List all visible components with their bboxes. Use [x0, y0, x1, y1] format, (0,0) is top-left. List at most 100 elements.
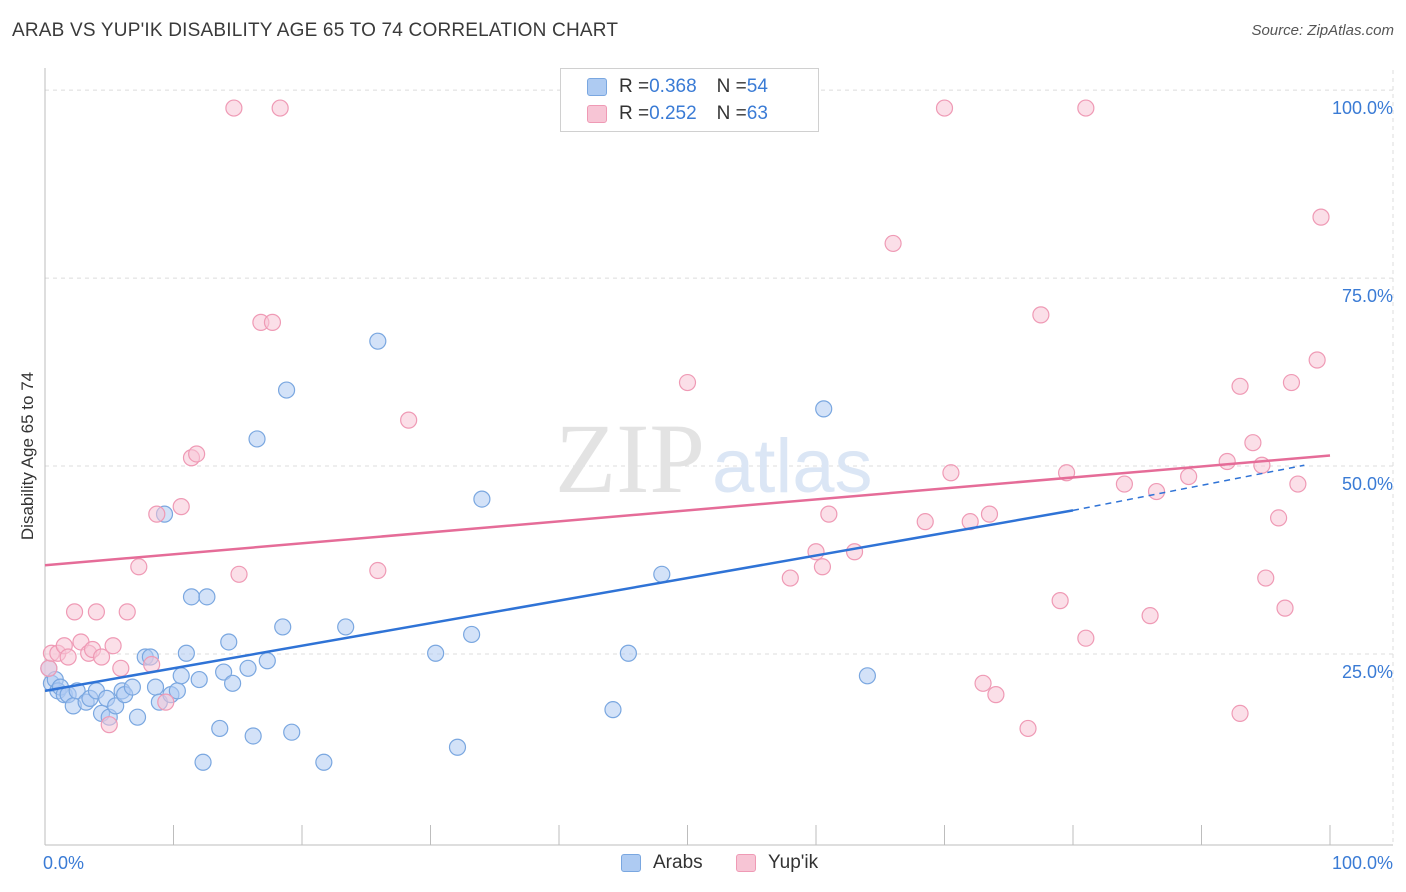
point-yupik	[980, 505, 999, 523]
legend-swatch-yupik	[587, 105, 607, 123]
point-yupik	[987, 686, 1005, 704]
point-arabs	[172, 667, 190, 685]
point-yupik	[400, 411, 418, 429]
point-yupik	[271, 99, 289, 117]
point-yupik	[1077, 99, 1095, 117]
point-yupik	[1115, 475, 1134, 493]
legend-r-label-yupik: R =	[619, 103, 650, 124]
legend-n-label-yupik: N =	[716, 103, 747, 124]
point-yupik	[104, 637, 122, 655]
bottom-legend-swatch-yupik	[736, 854, 756, 872]
point-arabs	[248, 430, 266, 448]
point-arabs	[244, 727, 262, 745]
y-tick-label: 50.0%	[1342, 474, 1393, 494]
point-arabs	[190, 670, 208, 689]
point-yupik	[92, 648, 111, 666]
point-yupik	[59, 648, 77, 666]
bottom-legend-label-arabs: Arabs	[653, 852, 703, 873]
point-yupik	[1019, 719, 1037, 738]
point-arabs	[604, 701, 622, 719]
legend-swatch-arabs	[587, 78, 607, 96]
point-arabs	[619, 644, 637, 662]
grid-layer	[45, 70, 1394, 845]
point-arabs	[239, 659, 257, 677]
y-tick-label: 100.0%	[1332, 98, 1393, 118]
legend-n-label-arabs: N =	[716, 76, 747, 97]
point-arabs	[198, 588, 216, 606]
point-yupik	[1032, 306, 1050, 324]
point-yupik	[1269, 509, 1288, 527]
point-yupik	[1308, 351, 1326, 369]
x-tick-label-max: 100.0%	[1332, 853, 1393, 873]
bottom-legend-swatch-arabs	[621, 854, 641, 872]
point-yupik	[1289, 475, 1307, 493]
legend-r-value-arabs: 0.368	[649, 76, 697, 97]
point-yupik	[935, 99, 954, 117]
bottom-legend-arabs: Arabs	[621, 852, 703, 874]
point-yupik	[1180, 467, 1198, 486]
point-yupik	[369, 561, 387, 580]
point-yupik	[1218, 452, 1236, 471]
point-arabs	[369, 332, 387, 350]
point-yupik	[820, 505, 838, 523]
axis-layer: 25.0% 50.0% 75.0% 100.0% 0.0% 100.0%	[43, 68, 1393, 873]
point-arabs	[858, 667, 877, 685]
point-yupik	[172, 498, 190, 516]
point-arabs	[224, 674, 242, 692]
point-yupik	[130, 558, 148, 576]
point-arabs	[653, 565, 671, 583]
chart-title: ARAB VS YUP'IK DISABILITY AGE 65 TO 74 C…	[12, 20, 619, 41]
point-arabs	[123, 678, 141, 696]
bottom-legend-yupik: Yup'ik	[736, 852, 818, 874]
legend-r-label-arabs: R =	[619, 76, 650, 97]
point-yupik	[942, 464, 960, 482]
trend-layer	[44, 454, 1331, 693]
point-yupik	[845, 543, 864, 561]
point-arabs	[146, 678, 165, 696]
point-arabs	[473, 490, 491, 508]
point-yupik	[148, 505, 166, 523]
point-yupik	[1147, 482, 1166, 501]
point-yupik	[781, 569, 799, 587]
point-yupik	[188, 445, 206, 463]
point-yupik	[1276, 599, 1294, 617]
point-yupik	[1312, 208, 1330, 226]
point-arabs	[128, 708, 147, 726]
point-yupik	[813, 558, 832, 576]
point-arabs	[315, 753, 333, 771]
point-arabs	[274, 618, 292, 636]
legend-n-value-arabs: 54	[746, 76, 768, 97]
x-tick-label-min: 0.0%	[43, 853, 84, 873]
legend-r-value-yupik: 0.252	[649, 103, 697, 124]
trendline-arabs	[44, 509, 1074, 693]
point-yupik	[1282, 373, 1301, 392]
point-arabs	[277, 381, 296, 399]
bottom-legend-label-yupik: Yup'ik	[768, 852, 819, 873]
point-yupik	[1231, 704, 1249, 723]
point-yupik	[87, 603, 106, 621]
point-arabs	[337, 618, 355, 636]
point-yupik	[112, 659, 130, 677]
watermark-zip: ZIP	[555, 403, 705, 514]
point-arabs	[815, 400, 833, 418]
point-arabs	[427, 644, 445, 662]
y-axis-label: Disability Age 65 to 74	[18, 372, 37, 540]
point-yupik	[157, 693, 175, 711]
point-yupik	[263, 313, 282, 331]
legend-row-arabs: R = 0.368 N = 54	[587, 75, 768, 99]
point-arabs	[107, 697, 125, 715]
source-label: Source: ZipAtlas.com	[1251, 22, 1394, 39]
point-arabs	[211, 719, 229, 738]
legend-row-yupik: R = 0.252 N = 63	[587, 102, 768, 126]
point-yupik	[118, 603, 136, 621]
point-arabs	[177, 644, 195, 662]
point-arabs	[215, 663, 233, 681]
point-yupik	[100, 716, 118, 734]
point-arabs	[448, 738, 467, 756]
point-yupik	[1257, 569, 1275, 587]
point-yupik	[974, 674, 992, 692]
point-arabs	[463, 625, 481, 644]
point-arabs	[283, 723, 301, 741]
y-tick-label: 25.0%	[1342, 662, 1393, 682]
